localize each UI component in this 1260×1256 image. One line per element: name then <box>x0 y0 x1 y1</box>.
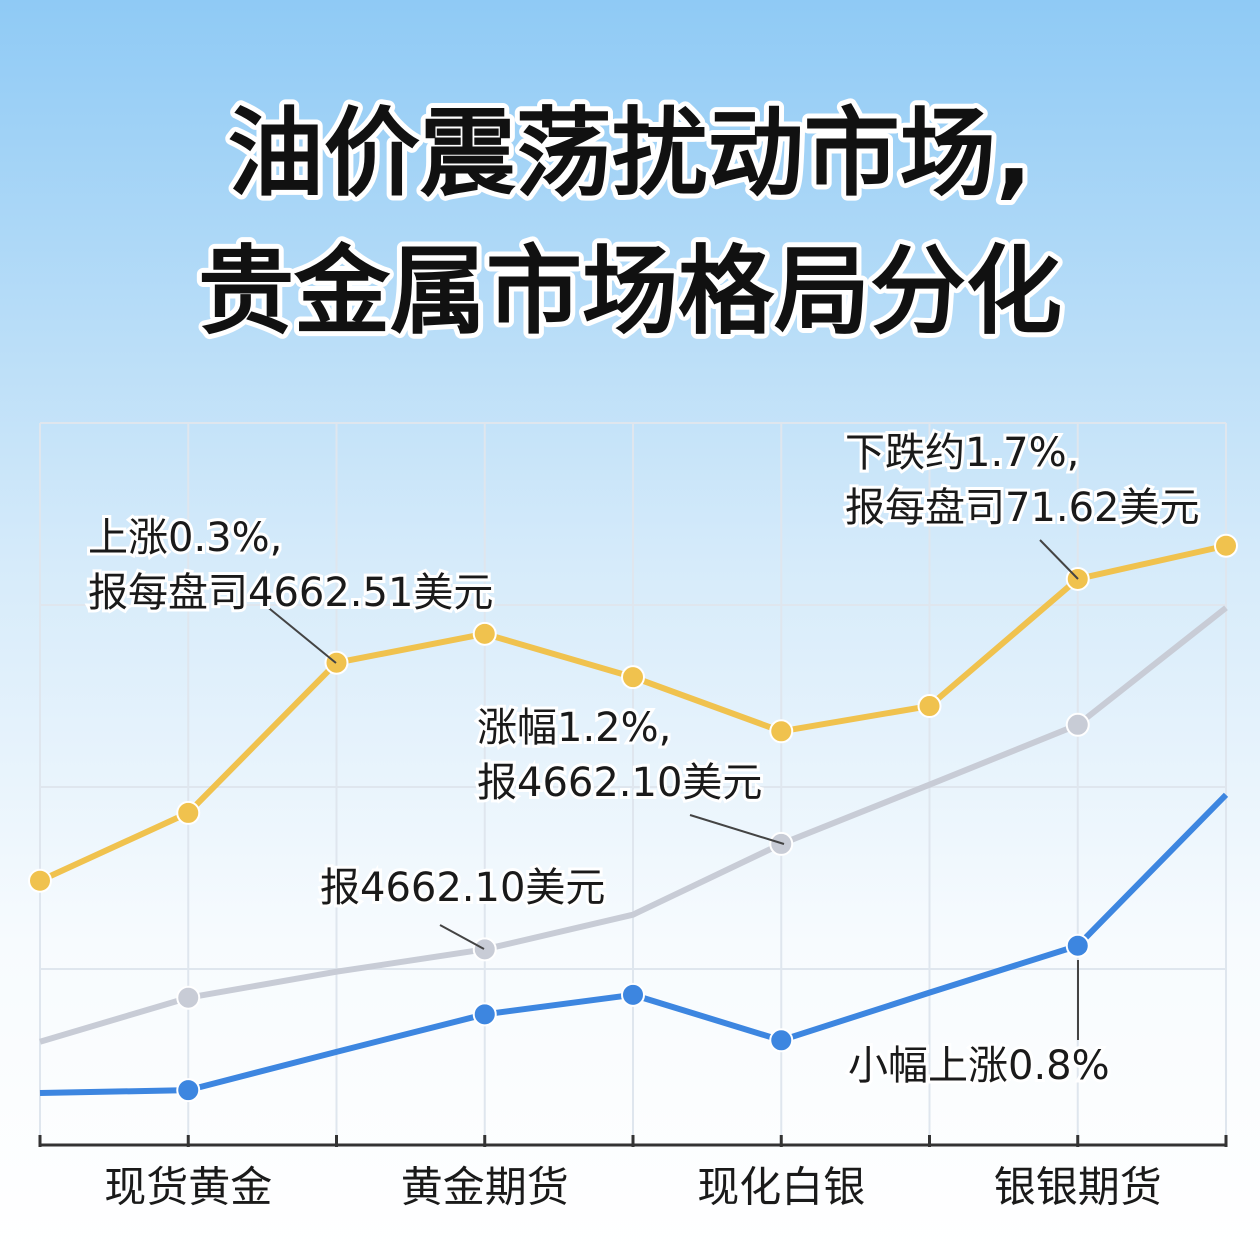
data-point <box>621 665 645 690</box>
annotation: 报4662.10美元 <box>320 865 605 911</box>
title-line: 贵金属市场格局分化 <box>198 235 1062 347</box>
x-tick-label: 现化白银 <box>697 1163 865 1212</box>
data-point <box>1065 933 1090 958</box>
x-tick-label: 现货黄金 <box>104 1163 272 1212</box>
data-point <box>472 621 497 646</box>
annotation-pointer <box>264 604 337 664</box>
annotation-pointer <box>1039 539 1079 580</box>
data-point <box>769 719 794 744</box>
data-point <box>1065 712 1090 737</box>
annotation: 下跌约1.7%, <box>845 430 1079 476</box>
data-point <box>176 1078 201 1103</box>
data-point <box>1214 533 1238 558</box>
annotation: 报4662.10美元 <box>477 760 762 806</box>
title-line: 油价震荡扰动市场, <box>228 97 1032 209</box>
annotation: 报每盘司4662.51美元 <box>88 570 493 616</box>
data-point <box>176 985 201 1010</box>
annotation: 小幅上涨0.8% <box>848 1043 1110 1089</box>
annotation-pointer <box>439 924 485 950</box>
data-point <box>917 694 942 719</box>
annotation: 报每盘司71.62美元 <box>845 485 1200 531</box>
data-point <box>28 868 52 893</box>
annotation: 涨幅1.2%, <box>477 705 671 751</box>
annotation: 上涨0.3%, <box>88 515 282 561</box>
data-point <box>621 982 645 1007</box>
x-tick-label: 黄金期货 <box>401 1163 569 1212</box>
annotation-pointer <box>689 814 785 845</box>
data-point <box>472 1002 497 1027</box>
series-line <box>39 605 1228 1045</box>
data-point <box>769 1028 794 1053</box>
x-tick-label: 银银期货 <box>994 1163 1162 1212</box>
data-point <box>176 800 201 825</box>
data-point <box>324 650 349 675</box>
data-point <box>472 937 497 962</box>
